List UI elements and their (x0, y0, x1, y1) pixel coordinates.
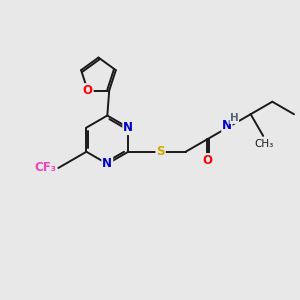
Text: CF₃: CF₃ (34, 161, 56, 175)
Text: N: N (222, 119, 232, 132)
Text: N: N (123, 121, 133, 134)
Text: H: H (230, 113, 239, 124)
Text: N: N (102, 157, 112, 170)
Text: CH₃: CH₃ (254, 140, 273, 149)
Text: S: S (156, 145, 165, 158)
Text: O: O (202, 154, 212, 167)
Text: O: O (83, 84, 93, 97)
